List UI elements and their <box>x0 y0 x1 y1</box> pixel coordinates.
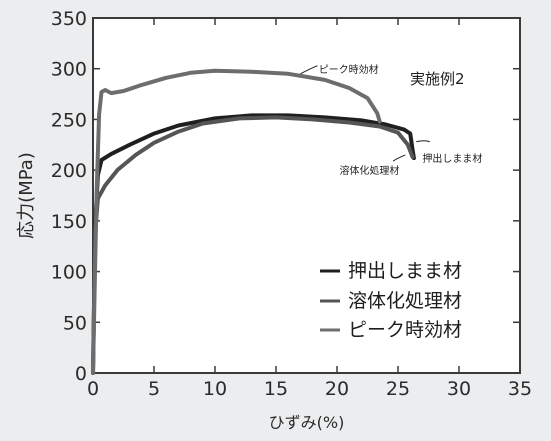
x-axis-label: ひずみ(%) <box>269 413 345 432</box>
callout-leader-solution <box>392 154 406 162</box>
x-tick-label: 15 <box>264 378 288 400</box>
callout-extruded: 押出しまま材 <box>422 152 482 165</box>
y-tick-label: 350 <box>51 8 87 30</box>
legend-label-0: 押出しまま材 <box>348 260 462 282</box>
callout-leader-extruded <box>416 140 430 143</box>
y-tick-label: 50 <box>63 312 87 334</box>
y-tick-label: 200 <box>51 160 87 182</box>
x-tick-label: 20 <box>325 378 349 400</box>
legend-label-1: 溶体化処理材 <box>348 290 462 312</box>
y-tick-label: 0 <box>75 363 87 385</box>
callout-peak-aged: ピーク時効材 <box>319 63 379 76</box>
y-tick-label: 300 <box>51 59 87 81</box>
series-line-2 <box>91 68 382 375</box>
x-tick-label: 25 <box>386 378 410 400</box>
x-tick-label: 30 <box>447 378 471 400</box>
legend-label-2: ピーク時効材 <box>348 319 462 341</box>
callout-solution-treated: 溶体化処理材 <box>339 164 399 177</box>
y-tick-label: 250 <box>51 109 87 131</box>
y-tick-label: 150 <box>51 211 87 233</box>
callout-leader-peak <box>300 65 318 75</box>
y-axis-label: 応力(MPa) <box>16 152 37 239</box>
x-tick-label: 35 <box>508 378 532 400</box>
annotation-title: 実施例2 <box>410 70 465 88</box>
y-tick-label: 100 <box>51 262 87 284</box>
x-tick-label: 10 <box>203 378 227 400</box>
x-tick-label: 5 <box>148 378 160 400</box>
x-tick-label: 0 <box>87 378 99 400</box>
